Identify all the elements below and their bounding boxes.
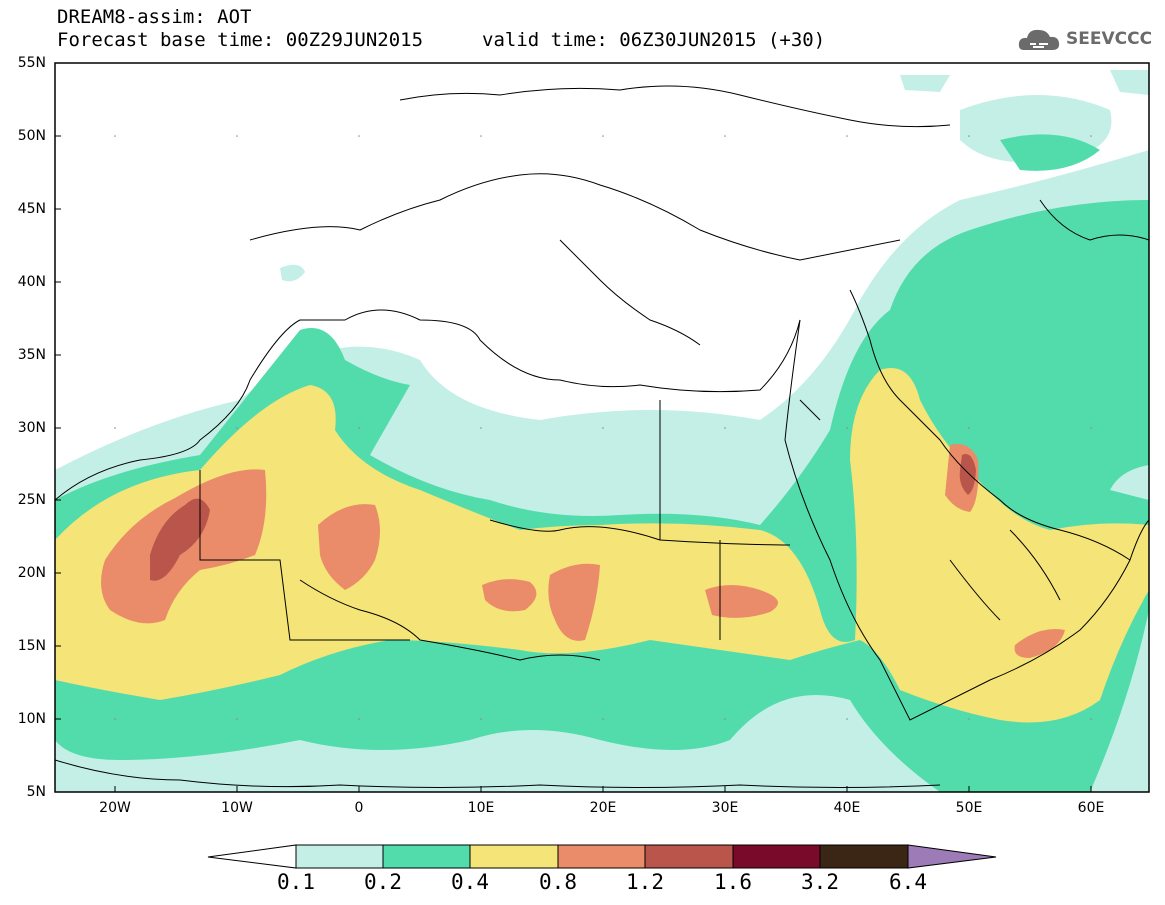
lat-label: 30N [17,420,46,436]
colorbar-label: 0.4 [451,870,489,894]
colorbar-swatch-1-6 [732,844,821,869]
lon-label: 10E [467,800,495,816]
colorbar-swatch-0-8 [557,844,646,869]
axis-ticks [55,62,1092,793]
lat-label: 10N [17,711,46,727]
forecast-base-time: Forecast base time: 00Z29JUN2015 [57,29,424,51]
lon-label: 60E [1077,800,1105,816]
lon-label: 50E [955,800,983,816]
map-title: DREAM8-assim: AOT [57,6,252,28]
colorbar-high-arrow [907,844,997,869]
colorbar-swatch-1-2 [644,844,734,869]
lat-label: 35N [17,347,46,363]
lat-label: 40N [17,274,46,290]
lon-label: 20E [589,800,617,816]
colorbar-swatch-0-4 [469,844,559,869]
colorbar-low-arrow [207,844,297,869]
lat-label: 45N [17,201,46,217]
lon-label: 10W [221,800,253,816]
logo-text: SEEVCCC [1066,29,1153,49]
valid-time: valid time: 06Z30JUN2015 (+30) [482,29,826,51]
colorbar-label: 0.1 [277,870,315,894]
coastlines [55,85,1149,788]
lon-label: 40E [833,800,861,816]
graticule [114,135,1092,720]
lon-label: 20W [99,800,131,816]
colorbar-label: 0.2 [364,870,402,894]
lon-label: 30E [711,800,739,816]
colorbar-swatch-3-2 [819,844,909,869]
aot-level-0-4 [55,368,1149,723]
lat-label: 50N [17,128,46,144]
colorbar [207,844,997,869]
colorbar-swatch-0-2 [382,844,471,869]
colorbar-label: 1.2 [626,870,664,894]
colorbar-label: 6.4 [889,870,927,894]
lat-label: 20N [17,565,46,581]
aot-level-1-2 [150,454,976,581]
colorbar-label: 1.6 [714,870,752,894]
lat-label: 25N [17,492,46,508]
colorbar-swatch-0-1 [295,844,384,869]
lat-label: 15N [17,638,46,654]
lon-label: 0 [354,800,364,816]
colorbar-label: 3.2 [801,870,839,894]
cloud-icon [1018,29,1060,50]
lat-label: 55N [17,55,46,71]
lat-label: 5N [26,784,46,800]
colorbar-label: 0.8 [539,870,577,894]
